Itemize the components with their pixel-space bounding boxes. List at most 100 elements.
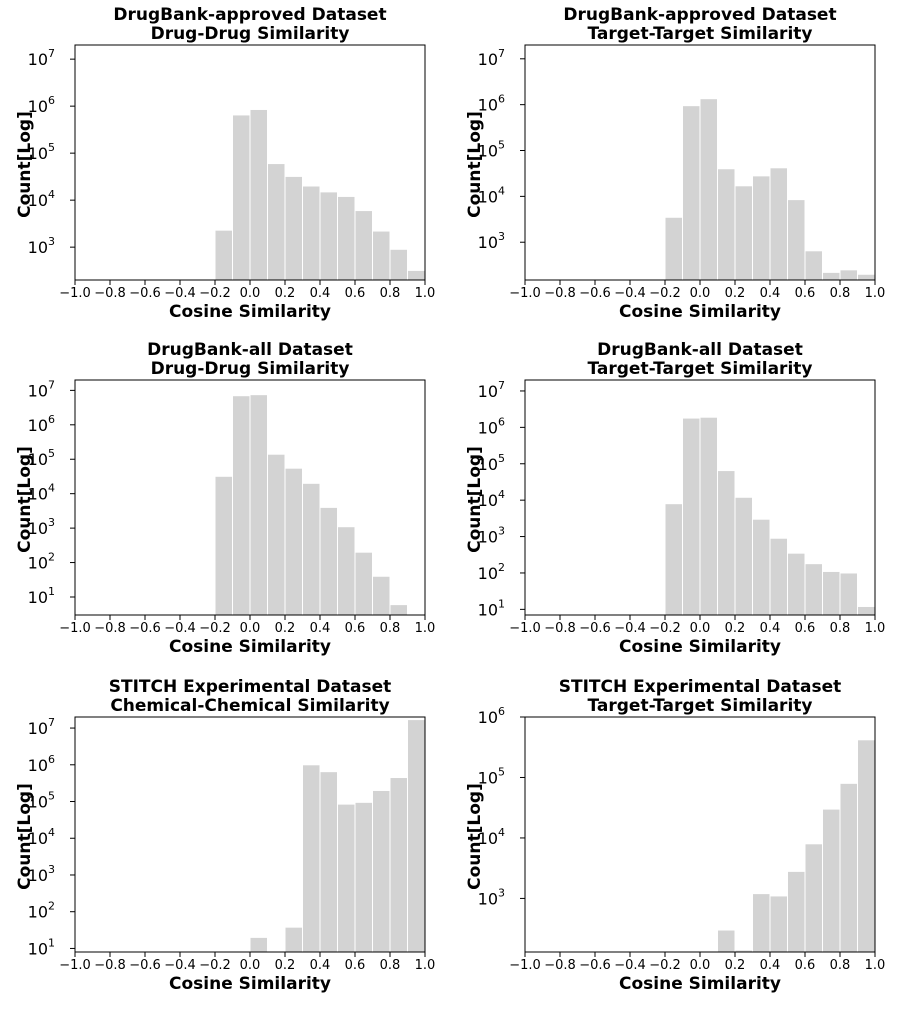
chart-subtitle: Target-Target Similarity [588,359,813,379]
bar-group [214,394,408,616]
y-axis-label: Count[Log] [15,783,35,890]
x-tick-label: 0.8 [380,286,401,301]
y-axis-label: Count[Log] [465,783,485,890]
histogram-bar [354,801,373,953]
y-tick-label: 104 [478,488,505,510]
y-tick-label: 102 [28,900,55,922]
y-tick-label: 107 [28,716,55,738]
histogram-bar [857,273,876,281]
x-tick-label: 0.6 [795,621,816,636]
chart-title: STITCH Experimental Dataset [109,677,392,697]
y-tick-label: 104 [28,482,55,504]
x-tick-label: −1.0 [509,286,541,301]
x-tick-label: 0.8 [830,286,851,301]
x-tick-label: 0.0 [690,958,711,973]
histogram-bar [734,496,753,616]
x-axis-label: Cosine Similarity [619,637,781,657]
bar-group [717,739,876,953]
x-tick-label: 0.0 [690,621,711,636]
y-tick-label: 104 [28,826,55,848]
x-tick-label: 0.4 [760,958,781,973]
y-tick-label: 102 [28,551,55,573]
histogram-bar [822,570,841,616]
y-tick-label: 103 [28,516,55,538]
histogram-bar [284,467,303,616]
y-tick-label: 101 [478,597,505,619]
x-tick-label: −1.0 [59,621,91,636]
histogram-bar [319,191,338,281]
y-tick-label: 106 [478,705,505,727]
histogram-bar [232,395,251,616]
histogram-bar [372,230,391,281]
histogram-bar [717,168,736,281]
chart-panel-5: STITCH Experimental DatasetChemical-Chem… [15,677,435,994]
chart-title: DrugBank-approved Dataset [113,5,386,25]
y-tick-label: 105 [478,139,505,161]
x-tick-label: 1.0 [865,958,886,973]
x-tick-label: −1.0 [59,958,91,973]
histogram-bar [407,269,426,281]
x-axis-label: Cosine Similarity [169,637,331,657]
histogram-bar [354,210,373,281]
histogram-bar [857,739,876,953]
histogram-bar [319,506,338,616]
y-tick-label: 105 [478,765,505,787]
histogram-bar [319,771,338,953]
x-tick-label: 0.4 [310,621,331,636]
x-tick-label: 0.8 [830,621,851,636]
x-tick-label: 0.2 [725,958,746,973]
histogram-bar [822,271,841,281]
y-tick-label: 103 [478,525,505,547]
y-tick-label: 106 [28,753,55,775]
x-tick-label: 0.6 [345,621,366,636]
x-tick-label: 0.2 [275,286,296,301]
y-tick-label: 106 [28,94,55,116]
y-tick-label: 103 [28,235,55,257]
histogram-bar [734,185,753,281]
x-tick-label: −1.0 [59,286,91,301]
chart-title: DrugBank-approved Dataset [563,5,836,25]
y-tick-label: 104 [28,188,55,210]
x-tick-label: −0.8 [544,621,576,636]
histogram-bar [249,394,268,616]
x-tick-label: 0.8 [830,958,851,973]
x-tick-label: 0.2 [275,621,296,636]
x-tick-label: −1.0 [509,621,541,636]
x-tick-label: −0.6 [129,621,161,636]
histogram-bar [389,777,408,953]
y-tick-label: 103 [478,230,505,252]
x-tick-label: 0.8 [380,621,401,636]
bar-group [249,719,426,953]
histogram-bar [337,803,356,953]
histogram-bar [267,453,286,616]
histogram-bar [752,893,771,953]
y-tick-label: 104 [478,826,505,848]
x-tick-label: −0.4 [614,621,646,636]
histogram-bar [752,175,771,281]
x-tick-label: −0.8 [94,621,126,636]
y-tick-label: 107 [28,47,55,69]
y-tick-label: 101 [28,585,55,607]
x-tick-label: 0.4 [310,286,331,301]
histogram-bar [389,248,408,281]
x-axis-label: Cosine Similarity [169,974,331,994]
x-tick-label: −0.8 [544,958,576,973]
x-tick-label: −0.2 [199,286,231,301]
histogram-bar [354,551,373,616]
x-tick-label: 0.2 [275,958,296,973]
x-tick-label: 0.0 [240,621,261,636]
y-tick-label: 103 [478,886,505,908]
histogram-bar [249,936,268,953]
y-tick-label: 106 [478,415,505,437]
x-tick-label: 0.0 [240,286,261,301]
histogram-bar [699,416,718,616]
y-axis-label: Count[Log] [465,111,485,218]
histogram-bar [699,98,718,281]
x-tick-label: 1.0 [865,621,886,636]
x-tick-label: −0.2 [199,621,231,636]
x-tick-label: −0.8 [94,286,126,301]
y-tick-label: 102 [478,561,505,583]
x-tick-label: 0.4 [760,286,781,301]
y-tick-label: 105 [28,141,55,163]
